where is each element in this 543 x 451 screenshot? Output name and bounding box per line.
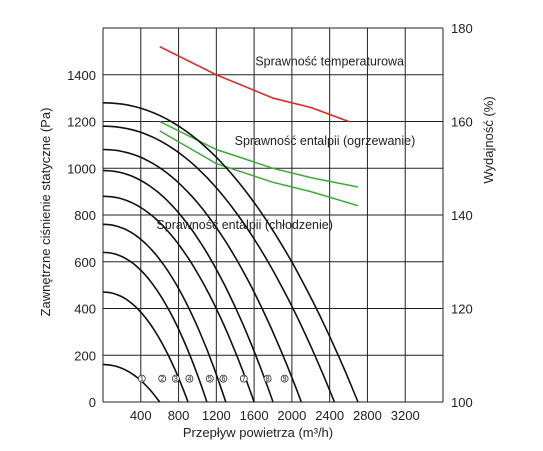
- x-tick-label: 3200: [391, 408, 420, 423]
- y-right-tick-label: 180: [451, 21, 473, 36]
- curve-id-label: 9: [283, 376, 287, 383]
- pressure-curve-6: [102, 169, 274, 403]
- pressure-curve-5: [102, 195, 255, 403]
- y-left-tick-label: 400: [74, 302, 96, 317]
- y-left-tick-label: 0: [89, 395, 96, 410]
- x-tick-label: 1200: [202, 408, 231, 423]
- y-right-tick-label: 140: [451, 208, 473, 223]
- curve-id-label: 2: [160, 376, 164, 383]
- y-left-tick-label: 1200: [67, 115, 96, 130]
- pressure-curve-9: [102, 102, 359, 403]
- curve-id-marker: [219, 374, 228, 383]
- curve-id-label: 7: [242, 376, 246, 383]
- efficiency-line-1: [159, 46, 349, 123]
- pressure-curve-3: [102, 251, 208, 403]
- curve-id-label: 8: [266, 376, 270, 383]
- x-tick-label: 800: [168, 408, 190, 423]
- y-right-tick-label: 100: [451, 395, 473, 410]
- pressure-curve-1: [103, 363, 161, 403]
- pressure-curve-8: [102, 125, 336, 403]
- y-left-tick-label: 1400: [67, 68, 96, 83]
- curves: [102, 46, 359, 403]
- efficiency-label-3: Sprawność entalpii (chłodzenie): [156, 218, 332, 232]
- x-tick-label: 2400: [315, 408, 344, 423]
- curve-id-label: 6: [221, 376, 225, 383]
- x-axis-title: Przepływ powietrza (m³/h): [183, 425, 333, 440]
- curve-id-marker: [137, 374, 146, 383]
- y-right-tick-label: 120: [451, 302, 473, 317]
- x-tick-label: 400: [130, 408, 152, 423]
- y-right-tick-label: 160: [451, 115, 473, 130]
- x-tick-label: 2800: [353, 408, 382, 423]
- curve-id-marker: [171, 374, 180, 383]
- curve-id-marker: [205, 374, 214, 383]
- curve-id-marker: [263, 374, 272, 383]
- efficiency-label-2: Sprawność entalpii (ogrzewanie): [235, 134, 416, 148]
- curve-id-marker: [158, 374, 167, 383]
- x-tick-label: 2000: [277, 408, 306, 423]
- y-axis-left-title: Zawnętrzne ciśnienie statyczne (Pa): [38, 108, 53, 317]
- pressure-curve-4: [102, 223, 227, 403]
- y-left-tick-label: 1000: [67, 161, 96, 176]
- curve-id-label: 4: [187, 376, 191, 383]
- curve-id-label: 3: [174, 376, 178, 383]
- y-axis-right-title: Wydajność (%): [481, 96, 496, 183]
- pressure-curve-7: [102, 148, 303, 403]
- y-left-tick-label: 600: [74, 255, 96, 270]
- x-tick-label: 1600: [240, 408, 269, 423]
- labels: 400 800 1200 1600 2000 2400 2800 32000200400600…: [67, 21, 473, 423]
- curve-id-label: 5: [208, 376, 212, 383]
- curve-id-marker: [185, 374, 194, 383]
- curve-id-marker: [280, 374, 289, 383]
- efficiency-label-1: Sprawność temperaturowa: [255, 54, 404, 68]
- pressure-curve-2: [102, 291, 189, 403]
- curve-id-marker: [239, 374, 248, 383]
- grid: [102, 27, 444, 403]
- efficiency-line-3: [159, 130, 359, 207]
- y-left-tick-label: 200: [74, 348, 96, 363]
- curve-id-label: 1: [140, 376, 144, 383]
- y-left-tick-label: 800: [74, 208, 96, 223]
